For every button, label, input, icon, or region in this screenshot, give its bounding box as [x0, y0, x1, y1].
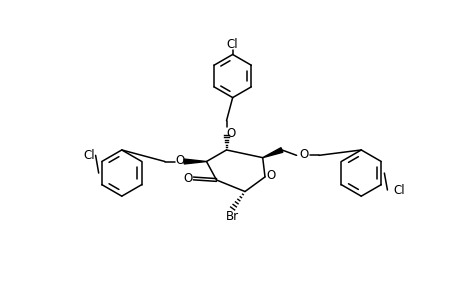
- Text: O: O: [266, 169, 275, 182]
- Text: Cl: Cl: [392, 184, 404, 196]
- Text: Cl: Cl: [226, 38, 238, 51]
- Text: O: O: [183, 172, 192, 185]
- Text: O: O: [226, 127, 235, 140]
- Text: Cl: Cl: [84, 149, 95, 162]
- Text: O: O: [298, 148, 308, 161]
- Text: Br: Br: [226, 211, 239, 224]
- Text: O: O: [174, 154, 184, 167]
- Polygon shape: [262, 148, 282, 158]
- Polygon shape: [184, 159, 206, 164]
